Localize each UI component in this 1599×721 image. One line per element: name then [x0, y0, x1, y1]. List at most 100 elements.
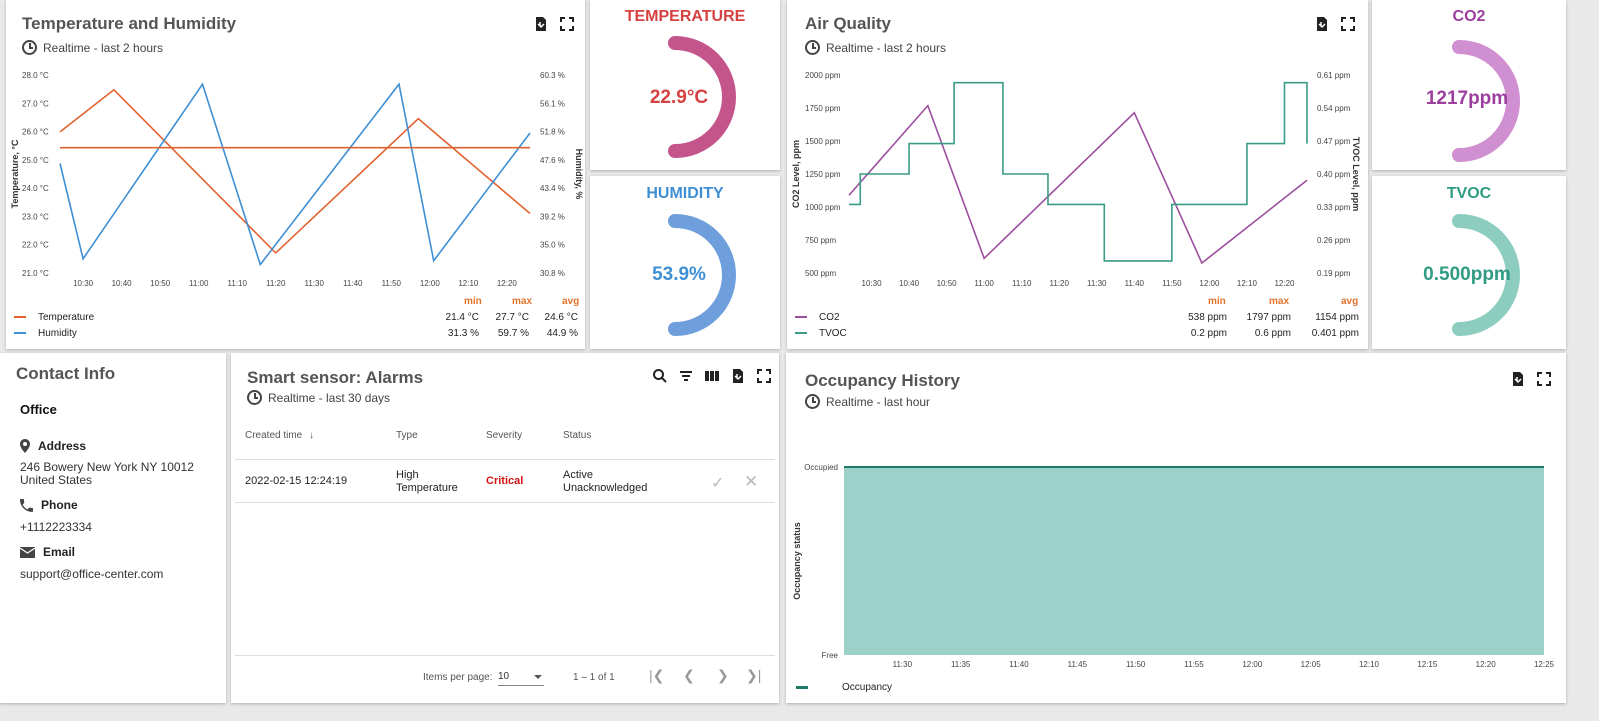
filter-icon[interactable] [678, 368, 694, 384]
prev-page-icon[interactable]: ❮ [683, 667, 695, 683]
fullscreen-icon[interactable] [756, 368, 772, 384]
alarm-status-line1: Active [563, 469, 593, 481]
legend-avg-header: avg [562, 296, 580, 307]
temperature-gauge-value: 22.9°C [649, 87, 709, 108]
x-tick: 11:20 [1050, 279, 1070, 288]
x-tick: 11:00 [974, 279, 994, 288]
x-tick: 11:35 [951, 660, 971, 669]
legend-max: 0.6 ppm [1254, 327, 1291, 339]
created-time-header-label: Created time [245, 430, 303, 441]
legend-avg-header: avg [1341, 296, 1359, 307]
legend-row-tvoc[interactable]: TVOC 0.2 ppm 0.6 ppm 0.401 ppm [795, 326, 1361, 340]
y-right-tick: 0.54 ppm [1317, 104, 1351, 113]
fullscreen-icon[interactable] [1340, 16, 1356, 32]
acknowledge-icon[interactable]: ✓ [711, 475, 725, 492]
y-right-tick: 60.3 % [540, 71, 565, 80]
y-right-tick: 35.0 % [540, 241, 565, 250]
legend-row-humidity[interactable]: Humidity 31.3 % 59.7 % 44.9 % [14, 326, 580, 340]
series-line-temperature [59, 88, 531, 255]
occupancy-card: Occupancy History Realtime - last hour O… [786, 353, 1566, 703]
air-quality-card: Air Quality Realtime - last 2 hours 2000… [787, 0, 1368, 349]
legend-swatch [14, 316, 26, 318]
y-right-tick: 47.6 % [540, 156, 565, 165]
x-tick: 12:00 [1242, 660, 1263, 669]
gauge-arc [1452, 214, 1520, 336]
y-right-tick: 30.8 % [540, 269, 565, 278]
next-page-icon[interactable]: ❯ [717, 667, 729, 683]
table-row[interactable]: 2022-02-15 12:24:19 High Temperature Cri… [231, 460, 779, 502]
x-tick: 11:40 [1009, 660, 1029, 669]
y-right-tick: 51.8 % [540, 128, 565, 137]
humidity-gauge-card: HUMIDITY 53.9% [590, 176, 780, 349]
legend-label: CO2 [819, 311, 840, 323]
x-tick: 11:40 [343, 279, 363, 288]
created-time-header[interactable]: Created time ↓ [245, 430, 314, 441]
x-tick: 12:20 [1274, 279, 1295, 288]
legend-row-co2[interactable]: CO2 538 ppm 1797 ppm 1154 ppm [795, 310, 1361, 324]
x-tick: 12:15 [1417, 660, 1438, 669]
tvoc-gauge-card: TVOC 0.500ppm [1372, 176, 1566, 349]
export-icon[interactable] [730, 368, 746, 384]
alarms-card: Smart sensor: Alarms Realtime - last 30 … [231, 353, 779, 703]
phone-label-text: Phone [41, 498, 78, 512]
y-left-title: Temperature, °C [10, 139, 20, 208]
x-tick: 11:10 [1012, 279, 1032, 288]
last-page-icon[interactable]: ❯| [746, 667, 762, 683]
gauge-arc [668, 36, 736, 158]
legend-max-header: max [1269, 296, 1290, 307]
y-left-tick: 26.0 °C [22, 128, 49, 137]
y-left-tick: 27.0 °C [22, 99, 49, 108]
y-left-tick: 24.0 °C [22, 184, 49, 193]
y-title: Occupancy status [792, 522, 802, 600]
fullscreen-icon[interactable] [559, 16, 575, 32]
items-per-page-select[interactable]: 10 [498, 668, 544, 686]
x-tick: 12:00 [1199, 279, 1220, 288]
gauge-arc [1452, 40, 1520, 162]
alarm-type-line1: High [396, 469, 419, 481]
phone-value[interactable]: +1112223334 [20, 520, 92, 534]
series-line-humidity [59, 82, 531, 267]
search-icon[interactable] [652, 368, 668, 384]
legend-min: 21.4 °C [445, 311, 479, 323]
legend-max: 1797 ppm [1246, 311, 1291, 323]
y-left-tick: 21.0 °C [22, 269, 49, 278]
export-icon[interactable] [1510, 371, 1526, 387]
first-page-icon[interactable]: |❮ [649, 667, 665, 683]
tvoc-gauge-title: TVOC [1446, 185, 1492, 202]
y-left-tick: 1500 ppm [805, 137, 841, 146]
humidity-gauge-arc [668, 214, 736, 336]
contact-name: Office [20, 402, 57, 417]
x-tick: 12:00 [420, 279, 441, 288]
items-per-page-label: Items per page: [423, 672, 493, 683]
clock-icon [247, 390, 262, 405]
clock-icon [805, 394, 820, 409]
occupancy-title: Occupancy History [805, 371, 960, 390]
type-header[interactable]: Type [396, 430, 418, 441]
legend-min-header: min [464, 296, 482, 307]
dropdown-arrow-icon [534, 675, 542, 679]
occupancy-legend[interactable]: Occupancy [796, 682, 892, 693]
columns-icon[interactable] [704, 368, 720, 384]
humidity-gauge-value: 53.9% [652, 264, 706, 285]
tvoc-gauge-arc [1452, 214, 1520, 336]
gauge-arc [668, 214, 736, 336]
legend-max-header: max [512, 296, 533, 307]
legend-row-temperature[interactable]: Temperature 21.4 °C 27.7 °C 24.6 °C [14, 310, 580, 324]
temp-humidity-title: Temperature and Humidity [22, 14, 237, 33]
x-tick: 11:50 [1126, 660, 1146, 669]
legend-swatch [796, 686, 808, 689]
fullscreen-icon[interactable] [1536, 371, 1552, 387]
y-right-tick: 0.19 ppm [1317, 269, 1351, 278]
status-header[interactable]: Status [563, 430, 592, 441]
phone-icon [20, 498, 33, 512]
y-left-tick: 22.0 °C [22, 241, 49, 250]
x-tick: 11:50 [1162, 279, 1182, 288]
y-left-tick: 25.0 °C [22, 156, 49, 165]
export-icon[interactable] [533, 16, 549, 32]
y-left-tick: 1250 ppm [805, 170, 841, 179]
email-value[interactable]: support@office-center.com [20, 567, 164, 581]
export-icon[interactable] [1314, 16, 1330, 32]
clear-icon[interactable]: ✕ [744, 472, 759, 491]
severity-header[interactable]: Severity [486, 430, 523, 441]
x-tick: 11:30 [1087, 279, 1107, 288]
